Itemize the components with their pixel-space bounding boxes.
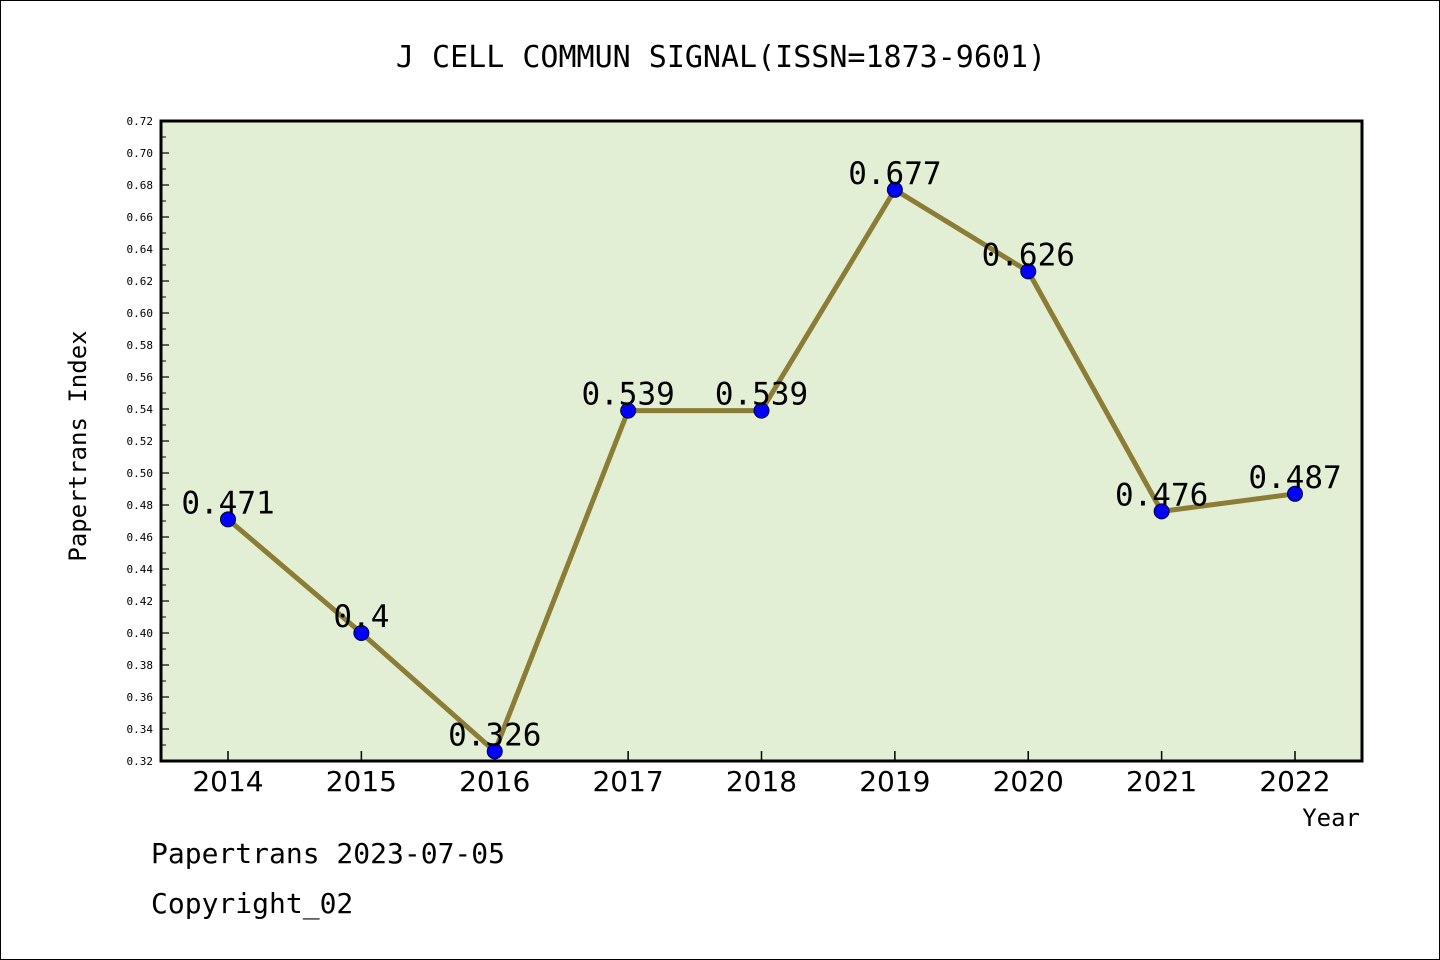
x-tick-label: 2020 (993, 765, 1064, 798)
data-label: 0.539 (581, 377, 674, 413)
data-point (486, 743, 503, 760)
footer-date: Papertrans 2023-07-05 (151, 837, 506, 870)
y-tick-label: 0.72 (127, 115, 154, 128)
data-label: 0.476 (1115, 477, 1208, 513)
x-axis: 2014 2015 2016 2017 2018 2019 2020 2021 2022 (192, 751, 1331, 798)
data-point (353, 625, 370, 641)
data-label: 0.471 (181, 485, 274, 521)
x-axis-label: Year (1302, 804, 1360, 832)
footer-copyright: Copyright_02 (151, 887, 354, 920)
y-tick-label: 0.56 (127, 371, 154, 384)
x-tick-label: 2018 (726, 765, 797, 798)
y-axis: 0.32 0.34 0.36 0.38 0.40 0.42 0.44 0.46 0.48 0.50… (127, 115, 169, 768)
y-tick-label: 0.70 (127, 147, 154, 160)
y-tick-label: 0.62 (127, 275, 154, 288)
data-point (886, 181, 903, 198)
y-tick-label: 0.64 (127, 243, 154, 256)
y-tick-label: 0.32 (127, 755, 154, 768)
y-tick-label: 0.68 (127, 179, 154, 192)
y-tick-label: 0.44 (127, 563, 154, 576)
x-tick-label: 2019 (859, 765, 930, 798)
x-tick-label: 2022 (1259, 765, 1330, 798)
data-label: 0.326 (448, 717, 541, 753)
data-points (220, 181, 1303, 760)
data-labels: 0.471 0.4 0.326 0.539 0.539 0.677 0.626 0.476 0.… (181, 156, 1341, 754)
data-label: 0.539 (715, 377, 808, 413)
data-point (1020, 263, 1037, 280)
y-tick-label: 0.38 (127, 659, 154, 672)
data-label: 0.487 (1248, 460, 1341, 496)
x-tick-label: 2016 (459, 765, 530, 798)
x-tick-label: 2021 (1126, 765, 1197, 798)
y-tick-label: 0.36 (127, 691, 154, 704)
x-tick-label: 2017 (592, 765, 663, 798)
x-tick-label: 2015 (326, 765, 397, 798)
y-tick-label: 0.66 (127, 211, 154, 224)
y-tick-label: 0.50 (127, 467, 154, 480)
y-tick-label: 0.42 (127, 595, 154, 608)
data-point (1287, 485, 1303, 502)
y-tick-label: 0.52 (127, 435, 154, 448)
data-point (220, 511, 236, 528)
y-tick-label: 0.58 (127, 339, 154, 352)
plot-area (159, 119, 1364, 763)
y-tick-label: 0.60 (127, 307, 154, 320)
chart-title: J CELL COMMUN SIGNAL(ISSN=1873-9601) (396, 40, 1046, 75)
data-point (753, 402, 770, 419)
y-tick-label: 0.40 (127, 627, 154, 640)
data-label: 0.626 (982, 237, 1075, 273)
y-axis-label: Papertrans Index (64, 330, 92, 561)
y-tick-label: 0.34 (127, 723, 154, 736)
y-tick-label: 0.54 (127, 403, 154, 416)
y-tick-label: 0.46 (127, 531, 154, 544)
data-point (620, 402, 637, 419)
data-label: 0.4 (333, 599, 389, 635)
data-point (1153, 503, 1170, 520)
x-tick-label: 2014 (192, 765, 263, 798)
data-label: 0.677 (848, 156, 941, 192)
y-tick-label: 0.48 (127, 499, 154, 512)
